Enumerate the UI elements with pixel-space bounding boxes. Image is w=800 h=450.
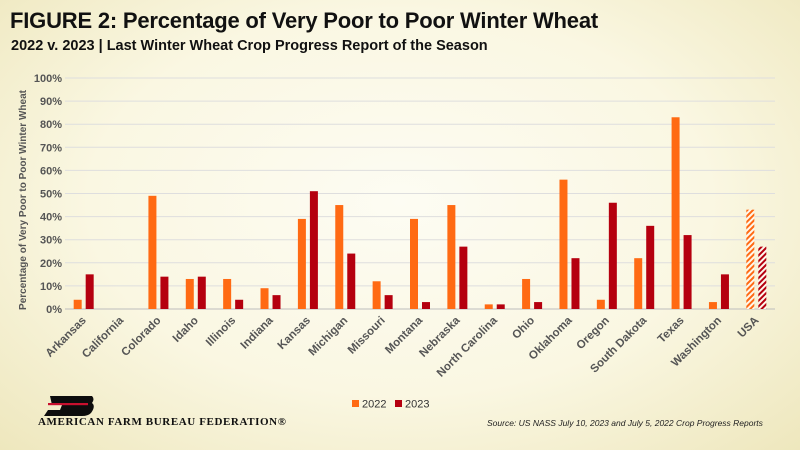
bar-2023-indiana <box>272 295 281 309</box>
bar-2022-arkansas <box>73 299 82 309</box>
x-tick-label: Indiana <box>239 314 276 351</box>
bar-2023-usa <box>758 246 767 309</box>
y-tick-label: 30% <box>40 235 62 247</box>
x-tick-label: Ohio <box>510 315 537 342</box>
bar-2023-montana <box>422 302 430 309</box>
bar-2023-nebraska <box>459 246 468 309</box>
bar-2023-illinois <box>235 299 244 309</box>
x-tick-label: Kansas <box>276 315 313 352</box>
y-tick-label: 100% <box>34 73 62 85</box>
bar-2023-oregon <box>608 202 617 309</box>
bar-2022-michigan <box>335 205 344 309</box>
bar-2023-texas <box>683 235 692 309</box>
y-tick-label: 0% <box>46 304 62 316</box>
bar-2022-texas <box>671 117 680 310</box>
x-tick-label: Idaho <box>171 315 201 345</box>
gridlines <box>65 77 775 310</box>
bar-2023-idaho <box>197 276 206 309</box>
logo-mark-icon <box>44 396 94 416</box>
legend-item-2022: 2022 <box>352 399 386 411</box>
legend-swatch <box>395 400 402 407</box>
x-tick-label: California <box>80 314 126 360</box>
x-tick-label: Illinois <box>204 315 238 349</box>
organization-name: AMERICAN FARM BUREAU FEDERATION® <box>38 416 287 428</box>
y-tick-label: 20% <box>40 258 62 270</box>
bar-2023-south-dakota <box>646 225 655 309</box>
bars <box>73 117 767 310</box>
bar-2022-usa <box>746 209 755 309</box>
bar-2023-kansas <box>309 191 318 309</box>
y-tick-label: 90% <box>40 96 62 108</box>
x-tick-label: Oregon <box>575 315 612 352</box>
y-tick-label: 60% <box>40 165 62 177</box>
legend: 2022 2023 <box>352 399 429 411</box>
legend-swatch <box>352 400 359 407</box>
y-tick-label: 10% <box>40 281 62 293</box>
bar-2023-missouri <box>384 295 393 309</box>
bar-2022-missouri <box>372 281 381 309</box>
bar-2023-michigan <box>347 253 356 309</box>
chart-subtitle: 2022 v. 2023 | Last Winter Wheat Crop Pr… <box>11 38 488 54</box>
bar-2023-arkansas <box>85 274 94 309</box>
bar-2022-washington <box>708 302 717 309</box>
afbf-logo <box>44 396 94 416</box>
bar-2022-oklahoma <box>559 179 568 309</box>
chart-title: FIGURE 2: Percentage of Very Poor to Poo… <box>10 8 598 33</box>
bar-2022-north-carolina <box>484 304 493 309</box>
y-axis-label: Percentage of Very Poor to Poor Winter W… <box>18 89 29 310</box>
y-tick-label: 70% <box>40 142 62 154</box>
bar-2023-north-carolina <box>496 304 505 309</box>
bar-2022-ohio <box>522 278 531 309</box>
x-tick-label: Missouri <box>346 315 388 357</box>
y-tick-label: 50% <box>40 189 62 201</box>
bar-2022-idaho <box>185 278 194 309</box>
bar-2022-south-dakota <box>634 258 643 309</box>
y-tick-label: 40% <box>40 212 62 224</box>
source-note: Source: US NASS July 10, 2023 and July 5… <box>487 418 763 428</box>
legend-label: 2022 <box>362 399 386 411</box>
bar-2022-kansas <box>297 218 306 309</box>
x-tick-label: Texas <box>656 315 687 346</box>
bar-2022-colorado <box>148 195 157 309</box>
y-tick-label: 80% <box>40 119 62 131</box>
y-axis-ticks: 0% 10% 20% 30% 40% 50% 60% 70% 80% 90% 100% <box>34 73 62 316</box>
x-tick-label: Michigan <box>307 315 351 359</box>
bar-2022-indiana <box>260 288 269 309</box>
legend-label: 2023 <box>405 399 429 411</box>
bar-2023-oklahoma <box>571 258 580 309</box>
x-tick-label: USA <box>736 315 762 341</box>
x-tick-label: Colorado <box>119 315 163 359</box>
bar-2023-colorado <box>160 276 169 309</box>
bar-2022-montana <box>410 218 418 309</box>
bar-2023-ohio <box>534 302 543 309</box>
bar-2023-washington <box>720 274 729 309</box>
legend-item-2023: 2023 <box>395 399 429 411</box>
bar-2022-illinois <box>223 278 232 309</box>
bar-2022-nebraska <box>447 205 456 309</box>
bar-2022-oregon <box>596 299 605 309</box>
